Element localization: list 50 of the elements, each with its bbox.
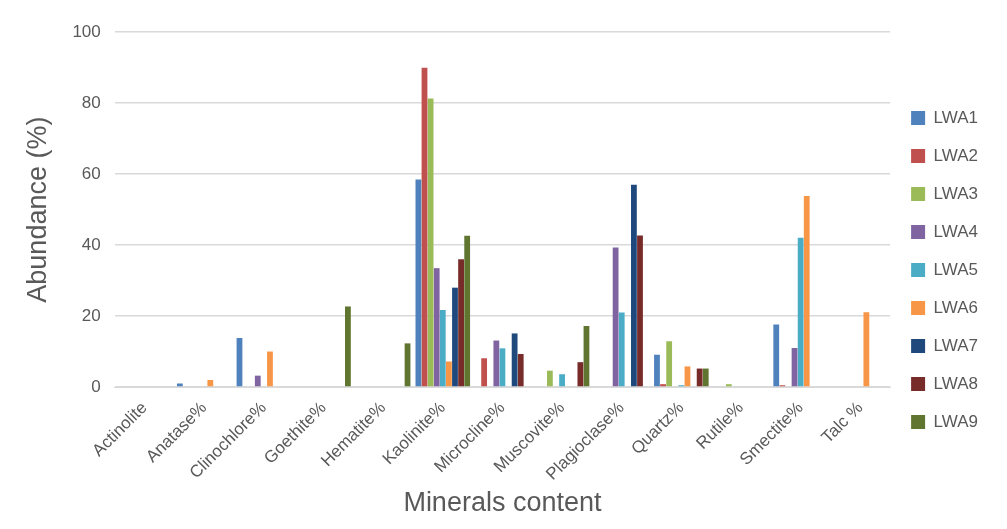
legend-label: LWA7 — [933, 335, 979, 355]
legend-label: LWA3 — [933, 183, 979, 203]
bar — [577, 362, 584, 387]
bar — [654, 354, 660, 387]
legend-label: LWA5 — [933, 259, 979, 279]
bar — [773, 324, 780, 387]
y-tick-label: 0 — [91, 376, 101, 396]
bar — [612, 247, 619, 387]
legend-label: LWA1 — [933, 107, 979, 127]
bar — [481, 358, 488, 387]
bar — [803, 196, 810, 387]
bar — [631, 184, 637, 387]
bar — [493, 340, 500, 387]
y-tick-label: 20 — [81, 305, 101, 325]
bar — [452, 287, 458, 387]
legend-label: LWA9 — [933, 411, 979, 431]
bar — [863, 312, 870, 387]
bar — [797, 237, 804, 387]
bar — [254, 375, 261, 387]
y-axis-title: Abundance (%) — [21, 116, 52, 303]
bar — [660, 384, 666, 387]
bar — [345, 306, 351, 387]
bar — [511, 333, 518, 387]
bar — [176, 383, 183, 387]
bar — [666, 341, 673, 387]
bar — [464, 235, 471, 387]
legend-label: LWA6 — [933, 297, 979, 317]
bar — [517, 354, 524, 387]
x-tick-label: Talc % — [817, 397, 867, 447]
bar — [546, 370, 553, 387]
bar — [207, 379, 214, 387]
y-tick-label: 40 — [81, 234, 101, 254]
x-axis-title: Minerals content — [403, 487, 602, 518]
bar — [559, 374, 565, 387]
y-tick-label: 60 — [81, 163, 101, 183]
bar — [445, 361, 452, 387]
legend-label: LWA4 — [933, 221, 979, 241]
legend-label: LWA8 — [933, 373, 979, 393]
bar — [702, 368, 709, 387]
bar — [458, 259, 464, 387]
bar — [725, 384, 732, 387]
bar — [696, 368, 703, 387]
bar — [433, 268, 440, 387]
legend-label: LWA2 — [933, 145, 979, 165]
bar — [618, 312, 625, 387]
bar — [637, 235, 643, 387]
bar — [267, 351, 273, 387]
y-tick-label: 80 — [81, 92, 101, 112]
bar — [439, 310, 446, 387]
y-tick-label: 100 — [72, 21, 101, 41]
